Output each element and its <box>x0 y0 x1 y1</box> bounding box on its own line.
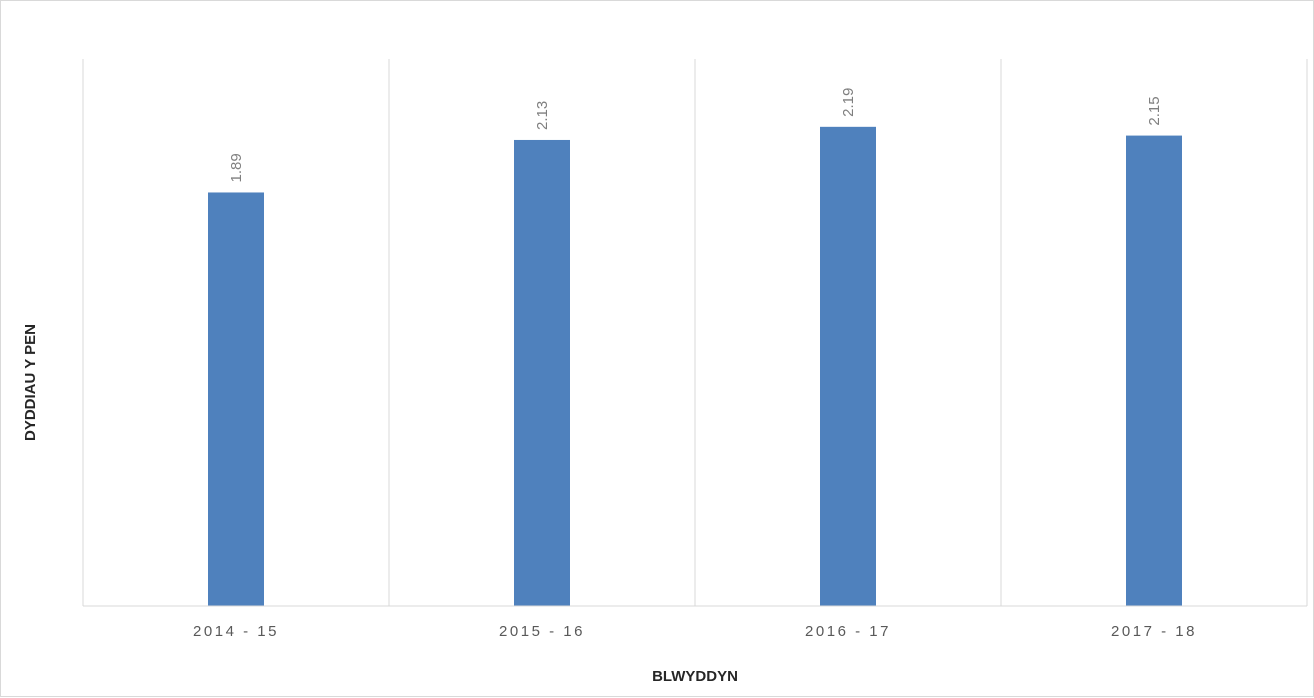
y-axis-title: DYDDIAU Y PEN <box>22 324 39 441</box>
bar-2016-17 <box>820 126 876 606</box>
x-tick-label: 2015 - 16 <box>499 623 585 640</box>
x-tick-labels: 2014 - 15 2015 - 16 2016 - 17 2017 - 18 <box>193 623 1197 640</box>
gridlines <box>82 59 1308 606</box>
bar-2014-15 <box>208 192 264 606</box>
bar-2017-18 <box>1126 135 1182 606</box>
data-label: 2.13 <box>534 101 551 130</box>
x-axis-title: BLWYDDYN <box>652 668 738 685</box>
x-tick-label: 2017 - 18 <box>1111 623 1197 640</box>
data-label: 2.15 <box>1146 96 1163 125</box>
bar-2015-16 <box>514 139 570 606</box>
x-tick-label: 2014 - 15 <box>193 623 279 640</box>
data-label: 1.89 <box>228 153 245 182</box>
x-tick-label: 2016 - 17 <box>805 623 891 640</box>
data-label: 2.19 <box>840 88 857 117</box>
data-labels: 1.89 2.13 2.19 2.15 <box>228 88 1163 183</box>
bars <box>208 126 1182 606</box>
